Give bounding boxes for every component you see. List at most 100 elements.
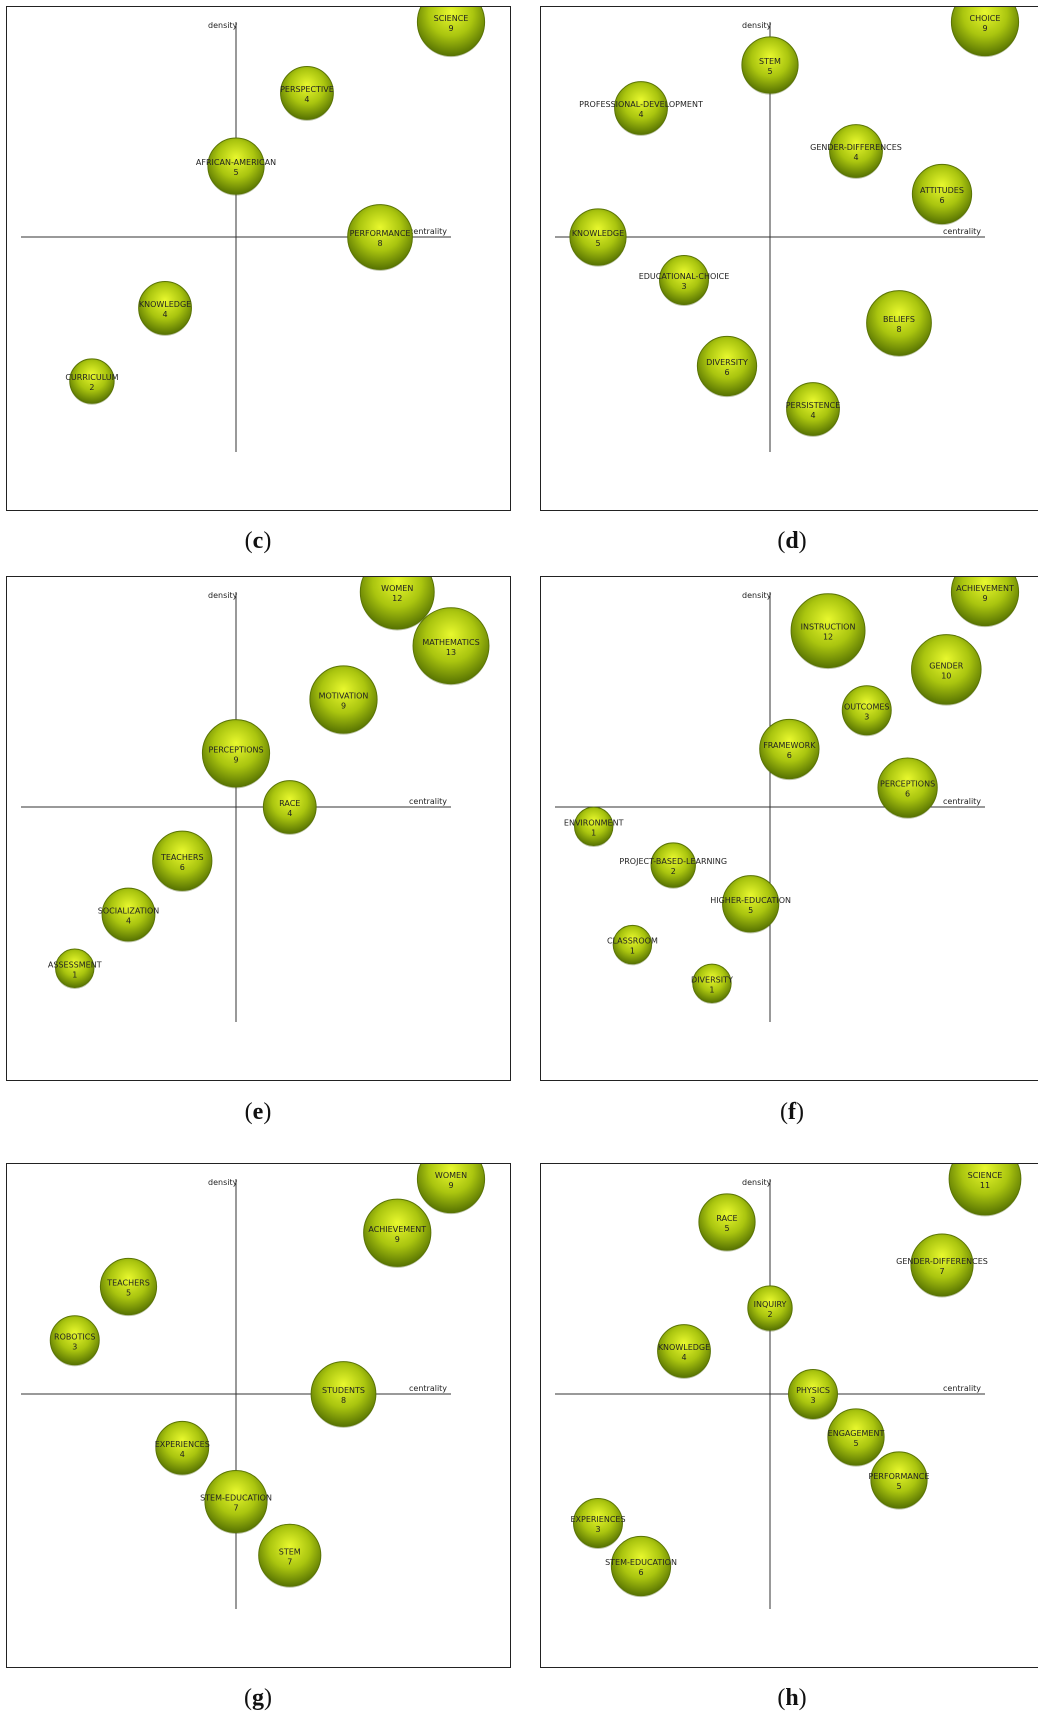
bubble-count: 5 [853, 1439, 858, 1448]
bubble-count: 8 [378, 239, 383, 248]
bubble-count: 5 [724, 1224, 729, 1233]
bubble-label: PERCEPTIONS [880, 780, 935, 789]
bubble-label: BELIEFS [883, 315, 915, 324]
bubble-circle [412, 607, 490, 685]
bubble-count: 7 [233, 1504, 238, 1513]
bubble-label: PROJECT-BASED-LEARNING [619, 857, 727, 866]
bubble-circle [788, 1369, 838, 1419]
bubble-count: 4 [638, 110, 643, 119]
bubble-label: PERFORMANCE [350, 229, 411, 238]
panel-d: centrality density CHOICE 9 STEM 5 PROFESSIONA… [540, 6, 1038, 511]
bubble-count: 7 [287, 1557, 292, 1566]
bubble-circle [786, 382, 840, 436]
bubble-count: 13 [446, 648, 456, 657]
y-axis-label: density [742, 591, 772, 600]
bubble-label: STUDENTS [322, 1386, 365, 1395]
bubble-label: EDUCATIONAL-CHOICE [639, 272, 730, 281]
bubble-label: AFRICAN-AMERICAN [196, 158, 276, 167]
bubble-label: RACE [716, 1214, 737, 1223]
chart-e-svg: centralitydensityWOMEN12MATHEMATICS13MOT… [21, 577, 490, 1022]
bubble-label: PERSPECTIVE [280, 85, 334, 94]
chart-c-svg: centralitydensitySCIENCE9PERSPECTIVE4AFR… [21, 7, 486, 452]
chart-h-svg: centralitydensitySCIENCE11RACE5GENDER-DI… [555, 1164, 1022, 1609]
bubble-circle [416, 7, 486, 57]
bubble-circle [827, 1408, 885, 1466]
bubble-label: SOCIALIZATION [98, 907, 159, 916]
panel-h: centrality density SCIENCE 11 RACE 5 GENDER-DI… [540, 1163, 1038, 1668]
bubble-label: FRAMEWORK [763, 741, 816, 750]
bubble-count: 8 [341, 1396, 346, 1405]
bubble-count: 5 [126, 1289, 131, 1298]
bubble-count: 9 [982, 594, 987, 603]
chart-g-svg: centralitydensityWOMEN9ACHIEVEMENT9TEACH… [21, 1164, 486, 1609]
bubble-count: 9 [395, 1235, 400, 1244]
bubble-circle [950, 7, 1020, 57]
bubble-label: ACHIEVEMENT [956, 584, 1014, 593]
bubble-label: MATHEMATICS [422, 638, 479, 647]
bubble-circle [877, 757, 938, 818]
bubble-circle [870, 1451, 928, 1509]
chart-d-svg: centralitydensityCHOICE9STEM5PROFESSIONA… [555, 7, 1020, 452]
caption-h: (h) [777, 1685, 807, 1711]
bubble-count: 9 [448, 1181, 453, 1190]
bubble-count: 9 [233, 755, 238, 764]
bubble-count: 4 [853, 153, 858, 162]
bubble-label: STEM-EDUCATION [605, 1558, 677, 1567]
bubble-circle [659, 255, 709, 305]
bubble-circle [612, 924, 653, 965]
panel-f: centrality density ACHIEVEMENT 9 INSTRUCTION… [540, 576, 1038, 1081]
bubble-circle [359, 577, 435, 630]
bubble-label: INSTRUCTION [801, 623, 856, 632]
bubble-label: RACE [279, 799, 300, 808]
bubble-label: KNOWLEDGE [572, 229, 624, 238]
bubble-label: MOTIVATION [319, 692, 369, 701]
bubble-count: 5 [233, 168, 238, 177]
bubble-label: CLASSROOM [607, 937, 658, 946]
bubble-count: 12 [823, 633, 833, 642]
bubble-label: DIVERSITY [706, 358, 748, 367]
bubble-label: CURRICULUM [65, 373, 118, 382]
bubble-circle [614, 81, 668, 135]
bubble-circle [657, 1324, 711, 1378]
bubble-circle [347, 204, 413, 270]
bubble-label: STEM-EDUCATION [200, 1494, 272, 1503]
bubble-circle [610, 1535, 672, 1597]
bubble-circle [698, 1193, 756, 1251]
bubble-label: ASSESSMENT [48, 960, 102, 969]
panel-e: centrality density WOMEN 12 MATHEMATICS 13 MOT… [6, 576, 511, 1081]
bubble-count: 2 [671, 867, 676, 876]
bubble-circle [155, 1420, 210, 1475]
x-axis-label: centrality [943, 227, 981, 236]
x-axis-label: centrality [409, 227, 447, 236]
